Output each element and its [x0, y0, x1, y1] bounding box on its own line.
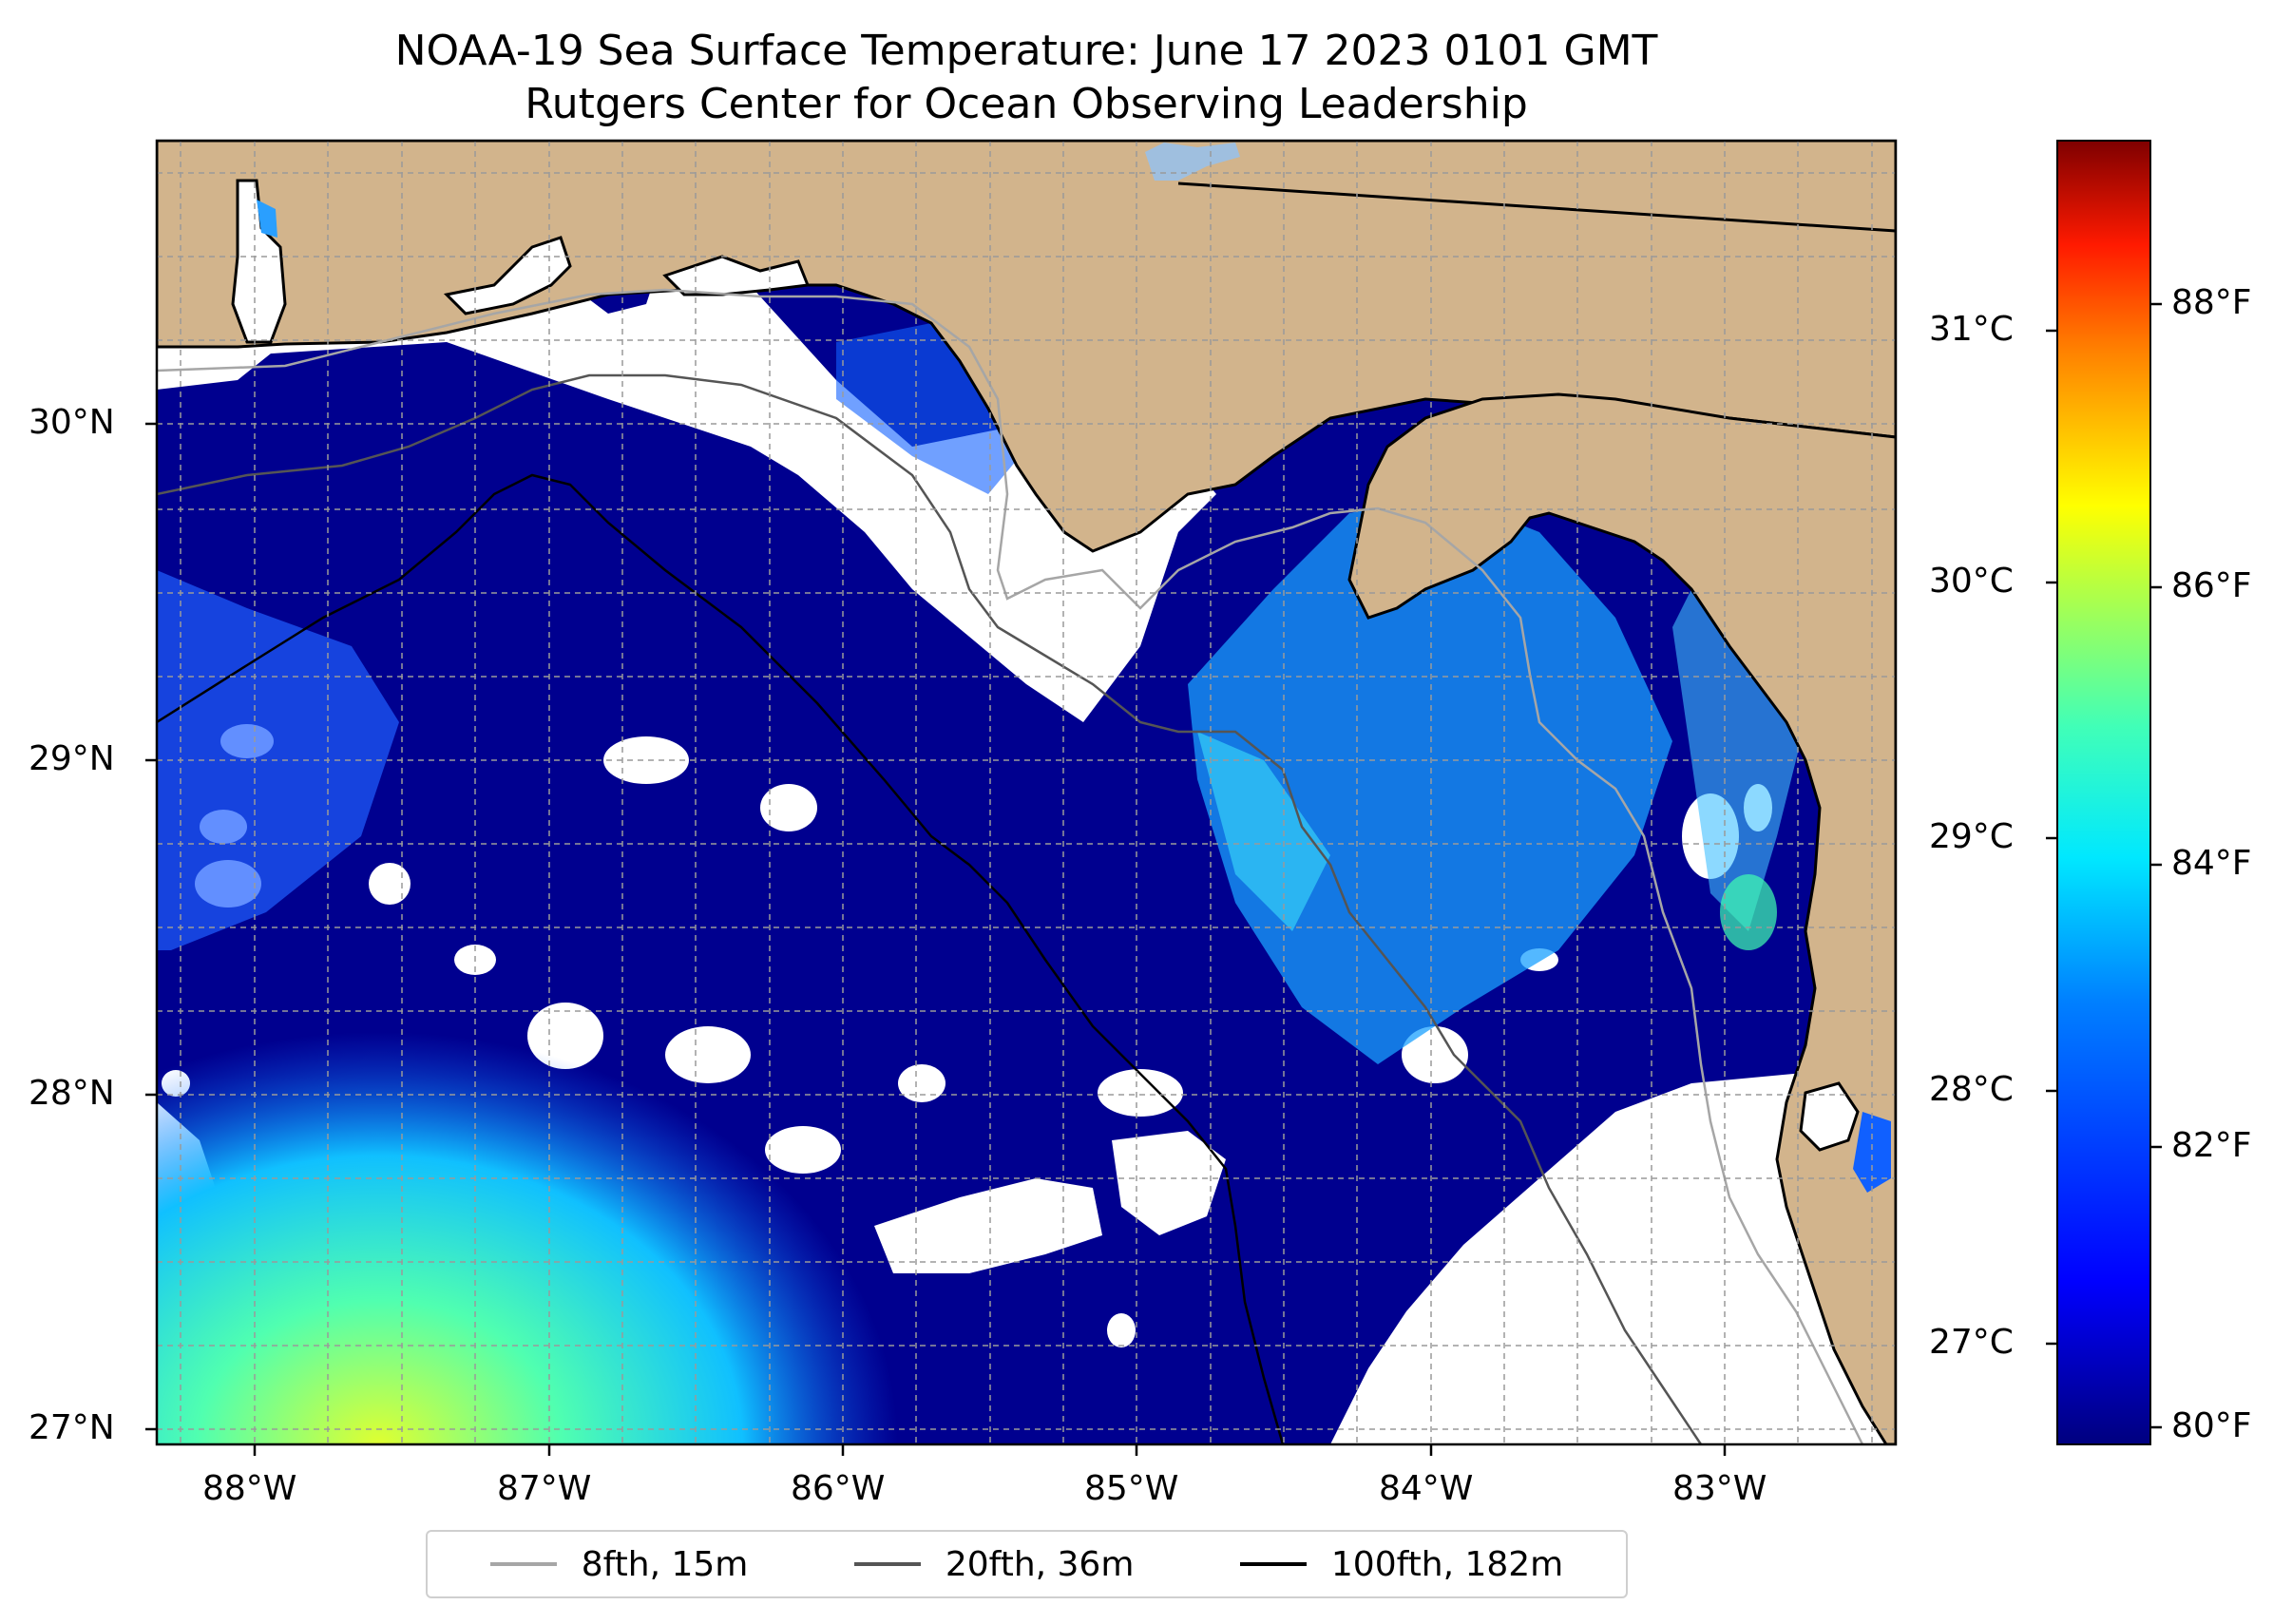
legend-item-100fth: 100fth, 182m [1239, 1544, 1564, 1584]
legend-line-20fth [853, 1562, 921, 1566]
legend-label-20fth: 20fth, 36m [945, 1544, 1135, 1584]
isobath-legend: 8fth, 15m 20fth, 36m 100fth, 182m [426, 1530, 1628, 1598]
warm-water-bigbend-core [1197, 732, 1330, 931]
graticule [157, 141, 1896, 1444]
lat-label-30n: 30°N [29, 403, 115, 442]
lon-label-86w: 86°W [791, 1469, 886, 1508]
mobile-bay-water [257, 200, 277, 238]
map-border [155, 139, 1898, 1446]
cbar-label-80f: 80°F [2171, 1406, 2252, 1445]
lon-label-87w: 87°W [497, 1469, 592, 1508]
lon-label-83w: 83°W [1672, 1469, 1767, 1508]
lon-label-85w: 85°W [1084, 1469, 1179, 1508]
legend-line-100fth [1239, 1562, 1307, 1566]
axis-ticks [145, 422, 1727, 1456]
cbar-label-88f: 88°F [2171, 283, 2252, 322]
colorbar [2056, 140, 2151, 1445]
cloud-mask-southeast [1330, 1064, 1896, 1444]
warm-water-southwest [157, 855, 898, 1444]
legend-item-20fth: 20fth, 36m [853, 1544, 1135, 1584]
legend-line-8fth [489, 1562, 557, 1566]
chart-title: NOAA-19 Sea Surface Temperature: June 17… [394, 27, 1658, 75]
state-border [1177, 182, 1896, 233]
legend-label-100fth: 100fth, 182m [1330, 1544, 1564, 1584]
warm-spot [1720, 874, 1777, 950]
cbar-label-29c: 29°C [1929, 817, 2014, 856]
warm-water-bigbend [1188, 494, 1672, 1064]
lake [1145, 143, 1240, 181]
isobath-182m [157, 473, 1285, 1444]
lat-label-29n: 29°N [29, 739, 115, 778]
tampa-bay-water [1853, 1112, 1891, 1193]
warm-water-west [157, 570, 399, 950]
cbar-label-30c: 30°C [1929, 562, 2014, 601]
colorbar-ticks [2046, 302, 2162, 1429]
land-florida-peninsula [1347, 392, 1896, 1444]
cbar-label-28c: 28°C [1929, 1070, 2014, 1109]
map-area [157, 141, 1896, 1444]
lat-label-28n: 28°N [29, 1074, 115, 1113]
cloud-mask-south-2 [1112, 1131, 1226, 1235]
cbar-label-82f: 82°F [2171, 1126, 2252, 1165]
cloud-mask-south [874, 1178, 1102, 1273]
choctawhatchee-bay [662, 255, 811, 296]
isobath-36m [157, 373, 1703, 1444]
isobath-15m [157, 288, 1864, 1444]
lat-label-27n: 27°N [29, 1408, 115, 1447]
cbar-label-84f: 84°F [2171, 844, 2252, 883]
cbar-label-31c: 31°C [1929, 310, 2014, 349]
pensacola-bay [443, 236, 572, 315]
cbar-label-86f: 86°F [2171, 566, 2252, 605]
lon-label-88w: 88°W [202, 1469, 297, 1508]
legend-label-8fth: 8fth, 15m [581, 1544, 749, 1584]
lon-label-84w: 84°W [1379, 1469, 1474, 1508]
chart-subtitle: Rutgers Center for Ocean Observing Leade… [525, 80, 1528, 128]
cbar-label-27c: 27°C [1929, 1323, 2014, 1362]
tampa-bay [1799, 1081, 1860, 1152]
legend-item-8fth: 8fth, 15m [489, 1544, 749, 1584]
